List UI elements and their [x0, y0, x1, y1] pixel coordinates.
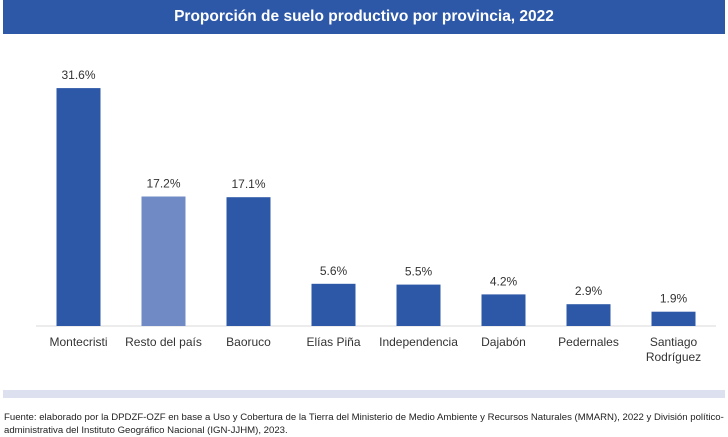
category-label-3: Elías Piña — [306, 335, 360, 349]
bar-4 — [396, 284, 441, 326]
data-label-4: 5.5% — [405, 265, 433, 279]
bar-0 — [56, 88, 101, 326]
chart-panel: 31.6% Montecristi 17.2% Resto del país 17.1%… — [3, 34, 725, 390]
category-label-2: Baoruco — [226, 335, 271, 349]
bar-1 — [141, 196, 186, 326]
data-label-6: 2.9% — [575, 284, 603, 298]
data-label-7: 1.9% — [660, 292, 688, 306]
data-label-0: 31.6% — [61, 68, 95, 82]
footer-divider-band — [3, 390, 725, 398]
chart-title: Proporción de suelo productivo por provi… — [3, 0, 725, 34]
data-label-2: 17.1% — [231, 177, 265, 191]
bar-6 — [566, 304, 611, 326]
category-label-6: Pedernales — [558, 335, 619, 349]
bar-7 — [651, 311, 696, 326]
category-label-7: Santiago Rodríguez — [646, 335, 701, 364]
bar-chart: 31.6% Montecristi 17.2% Resto del país 17.1%… — [36, 68, 716, 364]
bar-2 — [226, 197, 271, 326]
category-label-1: Resto del país — [125, 335, 202, 349]
data-label-5: 4.2% — [490, 274, 518, 288]
category-label-5: Dajabón — [481, 335, 526, 349]
data-label-3: 5.6% — [320, 264, 348, 278]
bar-3 — [311, 283, 356, 326]
bar-5 — [481, 294, 526, 326]
category-label-4: Independencia — [379, 335, 458, 349]
category-label-0: Montecristi — [49, 335, 107, 349]
source-note: Fuente: elaborado por la DPDZF-OZF en ba… — [4, 412, 724, 436]
data-label-1: 17.2% — [146, 177, 180, 191]
